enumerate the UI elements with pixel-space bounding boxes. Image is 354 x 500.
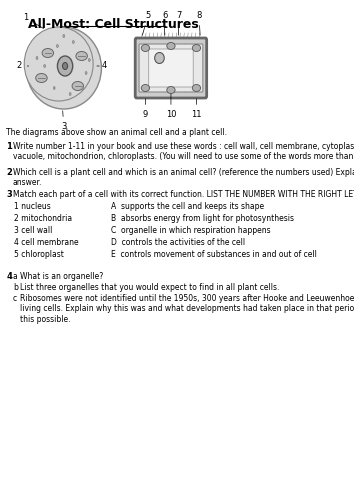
Ellipse shape <box>192 84 201 91</box>
Text: 1: 1 <box>23 14 44 28</box>
Ellipse shape <box>76 52 87 60</box>
Text: 3 cell wall: 3 cell wall <box>14 226 52 235</box>
Text: The diagrams above show an animal cell and a plant cell.: The diagrams above show an animal cell a… <box>6 128 227 137</box>
Ellipse shape <box>88 58 90 61</box>
Text: 9: 9 <box>143 99 148 119</box>
Ellipse shape <box>24 27 93 101</box>
Text: 3: 3 <box>61 111 67 131</box>
Text: C  organelle in which respiration happens: C organelle in which respiration happens <box>111 226 270 235</box>
FancyBboxPatch shape <box>135 38 207 98</box>
Text: b: b <box>13 283 18 292</box>
Ellipse shape <box>192 44 201 52</box>
Text: 4 cell membrane: 4 cell membrane <box>14 238 79 247</box>
Text: 2 mitochondria: 2 mitochondria <box>14 214 72 223</box>
Text: Match each part of a cell with its correct function. LIST THE NUMBER WITH THE RI: Match each part of a cell with its corre… <box>13 190 354 199</box>
Ellipse shape <box>73 40 74 43</box>
Ellipse shape <box>53 86 55 90</box>
Ellipse shape <box>141 44 150 52</box>
Ellipse shape <box>155 52 164 64</box>
Text: 5 chloroplast: 5 chloroplast <box>14 250 64 259</box>
Text: List three organelles that you would expect to find in all plant cells.: List three organelles that you would exp… <box>21 283 280 292</box>
Text: 11: 11 <box>191 99 202 119</box>
Text: 1 nucleus: 1 nucleus <box>14 202 51 211</box>
Ellipse shape <box>167 42 175 50</box>
Ellipse shape <box>72 82 84 90</box>
Text: 5: 5 <box>142 11 150 36</box>
Text: Ribosomes were not identified until the 1950s, 300 years after Hooke and Leeuwen: Ribosomes were not identified until the … <box>21 294 354 324</box>
Text: Write number 1-11 in your book and use these words : cell wall, cell membrane, c: Write number 1-11 in your book and use t… <box>13 142 354 162</box>
Ellipse shape <box>82 86 84 90</box>
Ellipse shape <box>167 86 175 94</box>
Text: B  absorbs energy from light for photosynthesis: B absorbs energy from light for photosyn… <box>111 214 294 223</box>
Text: 10: 10 <box>166 71 176 119</box>
Ellipse shape <box>26 27 101 109</box>
Text: 4: 4 <box>97 62 107 70</box>
Ellipse shape <box>36 56 38 59</box>
Ellipse shape <box>63 62 68 70</box>
Text: 2: 2 <box>16 62 29 70</box>
Ellipse shape <box>69 92 71 96</box>
Ellipse shape <box>44 64 46 68</box>
Text: 7: 7 <box>176 11 181 35</box>
Ellipse shape <box>85 72 87 74</box>
Text: 8: 8 <box>196 11 202 35</box>
Text: c: c <box>13 294 17 303</box>
FancyBboxPatch shape <box>139 44 203 92</box>
Ellipse shape <box>36 74 47 82</box>
Text: a: a <box>13 272 17 281</box>
Text: What is an organelle?: What is an organelle? <box>21 272 104 281</box>
Text: E  controls movement of substances in and out of cell: E controls movement of substances in and… <box>111 250 317 259</box>
Text: 2: 2 <box>6 168 12 177</box>
Text: 6: 6 <box>162 11 167 35</box>
Ellipse shape <box>57 56 73 76</box>
Ellipse shape <box>56 44 58 48</box>
Text: 4: 4 <box>6 272 12 281</box>
Text: 3: 3 <box>6 190 12 199</box>
Ellipse shape <box>63 34 65 37</box>
Text: D  controls the activities of the cell: D controls the activities of the cell <box>111 238 245 247</box>
Ellipse shape <box>141 84 150 91</box>
Text: Which cell is a plant cell and which is an animal cell? (reference the numbers u: Which cell is a plant cell and which is … <box>13 168 354 188</box>
Text: All-Most: Cell Structures: All-Most: Cell Structures <box>28 18 198 31</box>
Text: 1: 1 <box>6 142 12 151</box>
FancyBboxPatch shape <box>149 49 193 87</box>
Ellipse shape <box>42 48 53 58</box>
Text: A  supports the cell and keeps its shape: A supports the cell and keeps its shape <box>111 202 264 211</box>
